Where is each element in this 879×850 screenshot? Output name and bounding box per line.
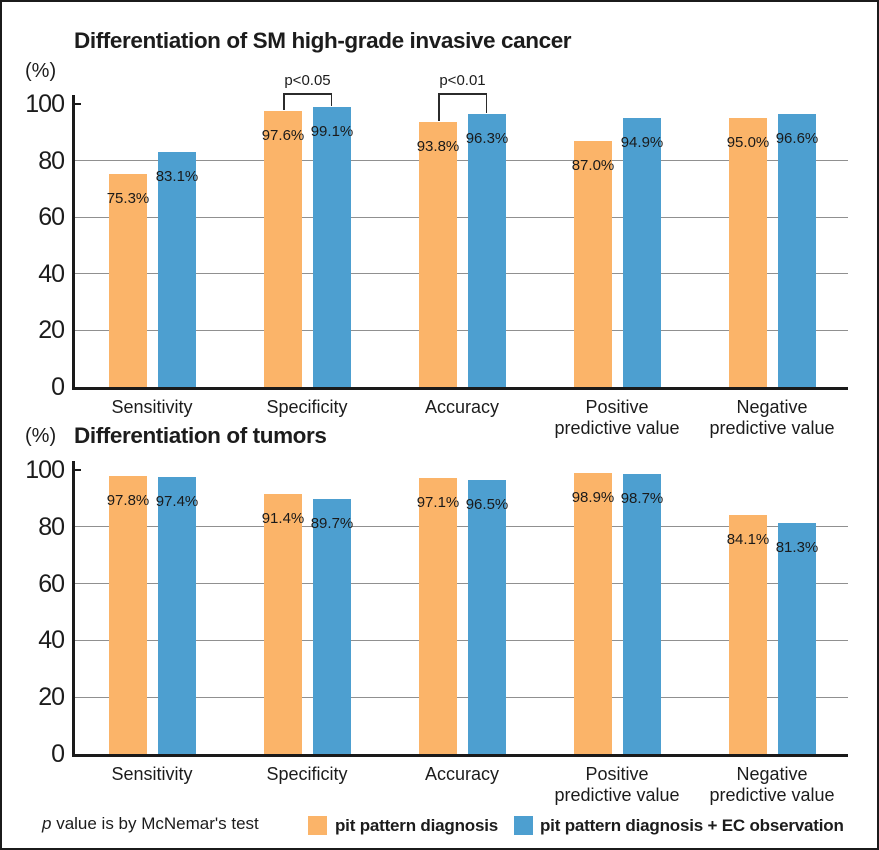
bar-value-label: 75.3% [106, 189, 150, 207]
legend-label-pit-pattern: pit pattern diagnosis [335, 816, 498, 835]
significance-label: p<0.01 [439, 72, 486, 89]
significance-bracket [330, 93, 332, 106]
category-label: Accuracy [424, 764, 500, 784]
y-tick-label: 100 [25, 90, 65, 118]
significance-bracket [485, 93, 487, 114]
bar-value-label: 83.1% [155, 167, 199, 185]
bar-value-label: 97.1% [416, 494, 460, 512]
bar-series2 [623, 473, 661, 754]
category-label: Negative predictive value [709, 397, 835, 438]
bar-series1 [574, 473, 612, 754]
y-tick-mark [74, 103, 81, 105]
bar-series1 [574, 140, 612, 387]
bar-series1 [419, 121, 457, 387]
y-axis-line [72, 95, 75, 387]
gridline [74, 329, 848, 331]
significance-label: p<0.05 [284, 72, 331, 89]
gridline [74, 583, 848, 585]
y-tick-label: 0 [51, 373, 65, 401]
category-label: Negative predictive value [709, 764, 835, 805]
gridline [74, 216, 848, 218]
bar-series1 [264, 110, 302, 387]
bar-value-label: 84.1% [726, 531, 770, 549]
legend-label-pit-pattern-ec: pit pattern diagnosis + EC observation [540, 816, 844, 835]
bar-value-label: 89.7% [310, 515, 354, 533]
chart1-title: Differentiation of SM high-grade invasiv… [74, 28, 572, 53]
legend-swatch-pit-pattern [308, 816, 327, 835]
y-tick-label: 60 [38, 569, 65, 598]
bar-series1 [109, 476, 147, 754]
gridline [74, 639, 848, 641]
bar-value-label: 91.4% [261, 510, 305, 528]
bar-value-label: 98.9% [571, 489, 615, 507]
bar-series1 [729, 515, 767, 754]
significance-bracket [438, 93, 440, 121]
bar-value-label: 96.3% [465, 130, 509, 148]
category-label: Specificity [266, 764, 348, 784]
y-tick-label: 100 [25, 456, 65, 484]
category-label: Sensitivity [111, 764, 193, 784]
y-tick-label: 80 [38, 146, 65, 175]
bar-value-label: 93.8% [416, 137, 460, 155]
significance-bracket [438, 93, 487, 95]
y-tick-mark [74, 469, 81, 471]
category-label: Specificity [266, 397, 348, 417]
bar-value-label: 81.3% [775, 539, 819, 557]
bar-series2 [778, 523, 816, 754]
bar-series2 [313, 499, 351, 754]
significance-bracket [283, 93, 285, 110]
category-label: Positive predictive value [554, 764, 680, 805]
y-tick-label: 40 [38, 259, 65, 288]
bar-series1 [419, 478, 457, 754]
bar-series2 [623, 118, 661, 387]
bar-series2 [158, 151, 196, 387]
y-tick-label: 40 [38, 626, 65, 655]
bar-value-label: 95.0% [726, 134, 770, 152]
bar-value-label: 97.4% [155, 493, 199, 511]
bar-value-label: 87.0% [571, 156, 615, 174]
category-label: Positive predictive value [554, 397, 680, 438]
category-label: Accuracy [424, 397, 500, 417]
significance-bracket [283, 93, 332, 95]
y-axis-line [72, 461, 75, 754]
bar-value-label: 99.1% [310, 122, 354, 140]
bar-series1 [729, 118, 767, 387]
bar-series1 [109, 173, 147, 387]
bar-value-label: 98.7% [620, 489, 664, 507]
bar-value-label: 94.9% [620, 134, 664, 152]
category-label: Sensitivity [111, 397, 193, 417]
y-tick-label: 20 [38, 316, 65, 345]
bar-series2 [468, 114, 506, 387]
bar-value-label: 96.6% [775, 129, 819, 147]
footnote-text: value is by McNemar's test [51, 814, 259, 833]
bar-series2 [778, 113, 816, 387]
footnote-p: p [42, 814, 52, 833]
gridline [74, 273, 848, 275]
y-tick-label: 60 [38, 203, 65, 232]
gridline [74, 696, 848, 698]
chart2-title: Differentiation of tumors [74, 423, 327, 448]
x-axis-line [72, 754, 848, 757]
chart2-y-axis-unit-label: (%) [25, 425, 57, 447]
gridline [74, 526, 848, 528]
bar-series2 [468, 479, 506, 754]
bar-value-label: 97.6% [261, 126, 305, 144]
footnote: p value is by McNemar's test [42, 814, 259, 834]
bar-value-label: 97.8% [106, 492, 150, 510]
y-tick-label: 0 [51, 740, 65, 768]
bar-series2 [158, 477, 196, 754]
bar-series1 [264, 494, 302, 754]
y-tick-label: 20 [38, 683, 65, 712]
gridline [74, 160, 848, 162]
y-tick-label: 80 [38, 512, 65, 541]
bar-series2 [313, 106, 351, 387]
x-axis-line [72, 387, 848, 390]
legend-swatch-pit-pattern-ec [514, 816, 533, 835]
chart1-y-axis-unit-label: (%) [25, 60, 57, 82]
bar-value-label: 96.5% [465, 495, 509, 513]
